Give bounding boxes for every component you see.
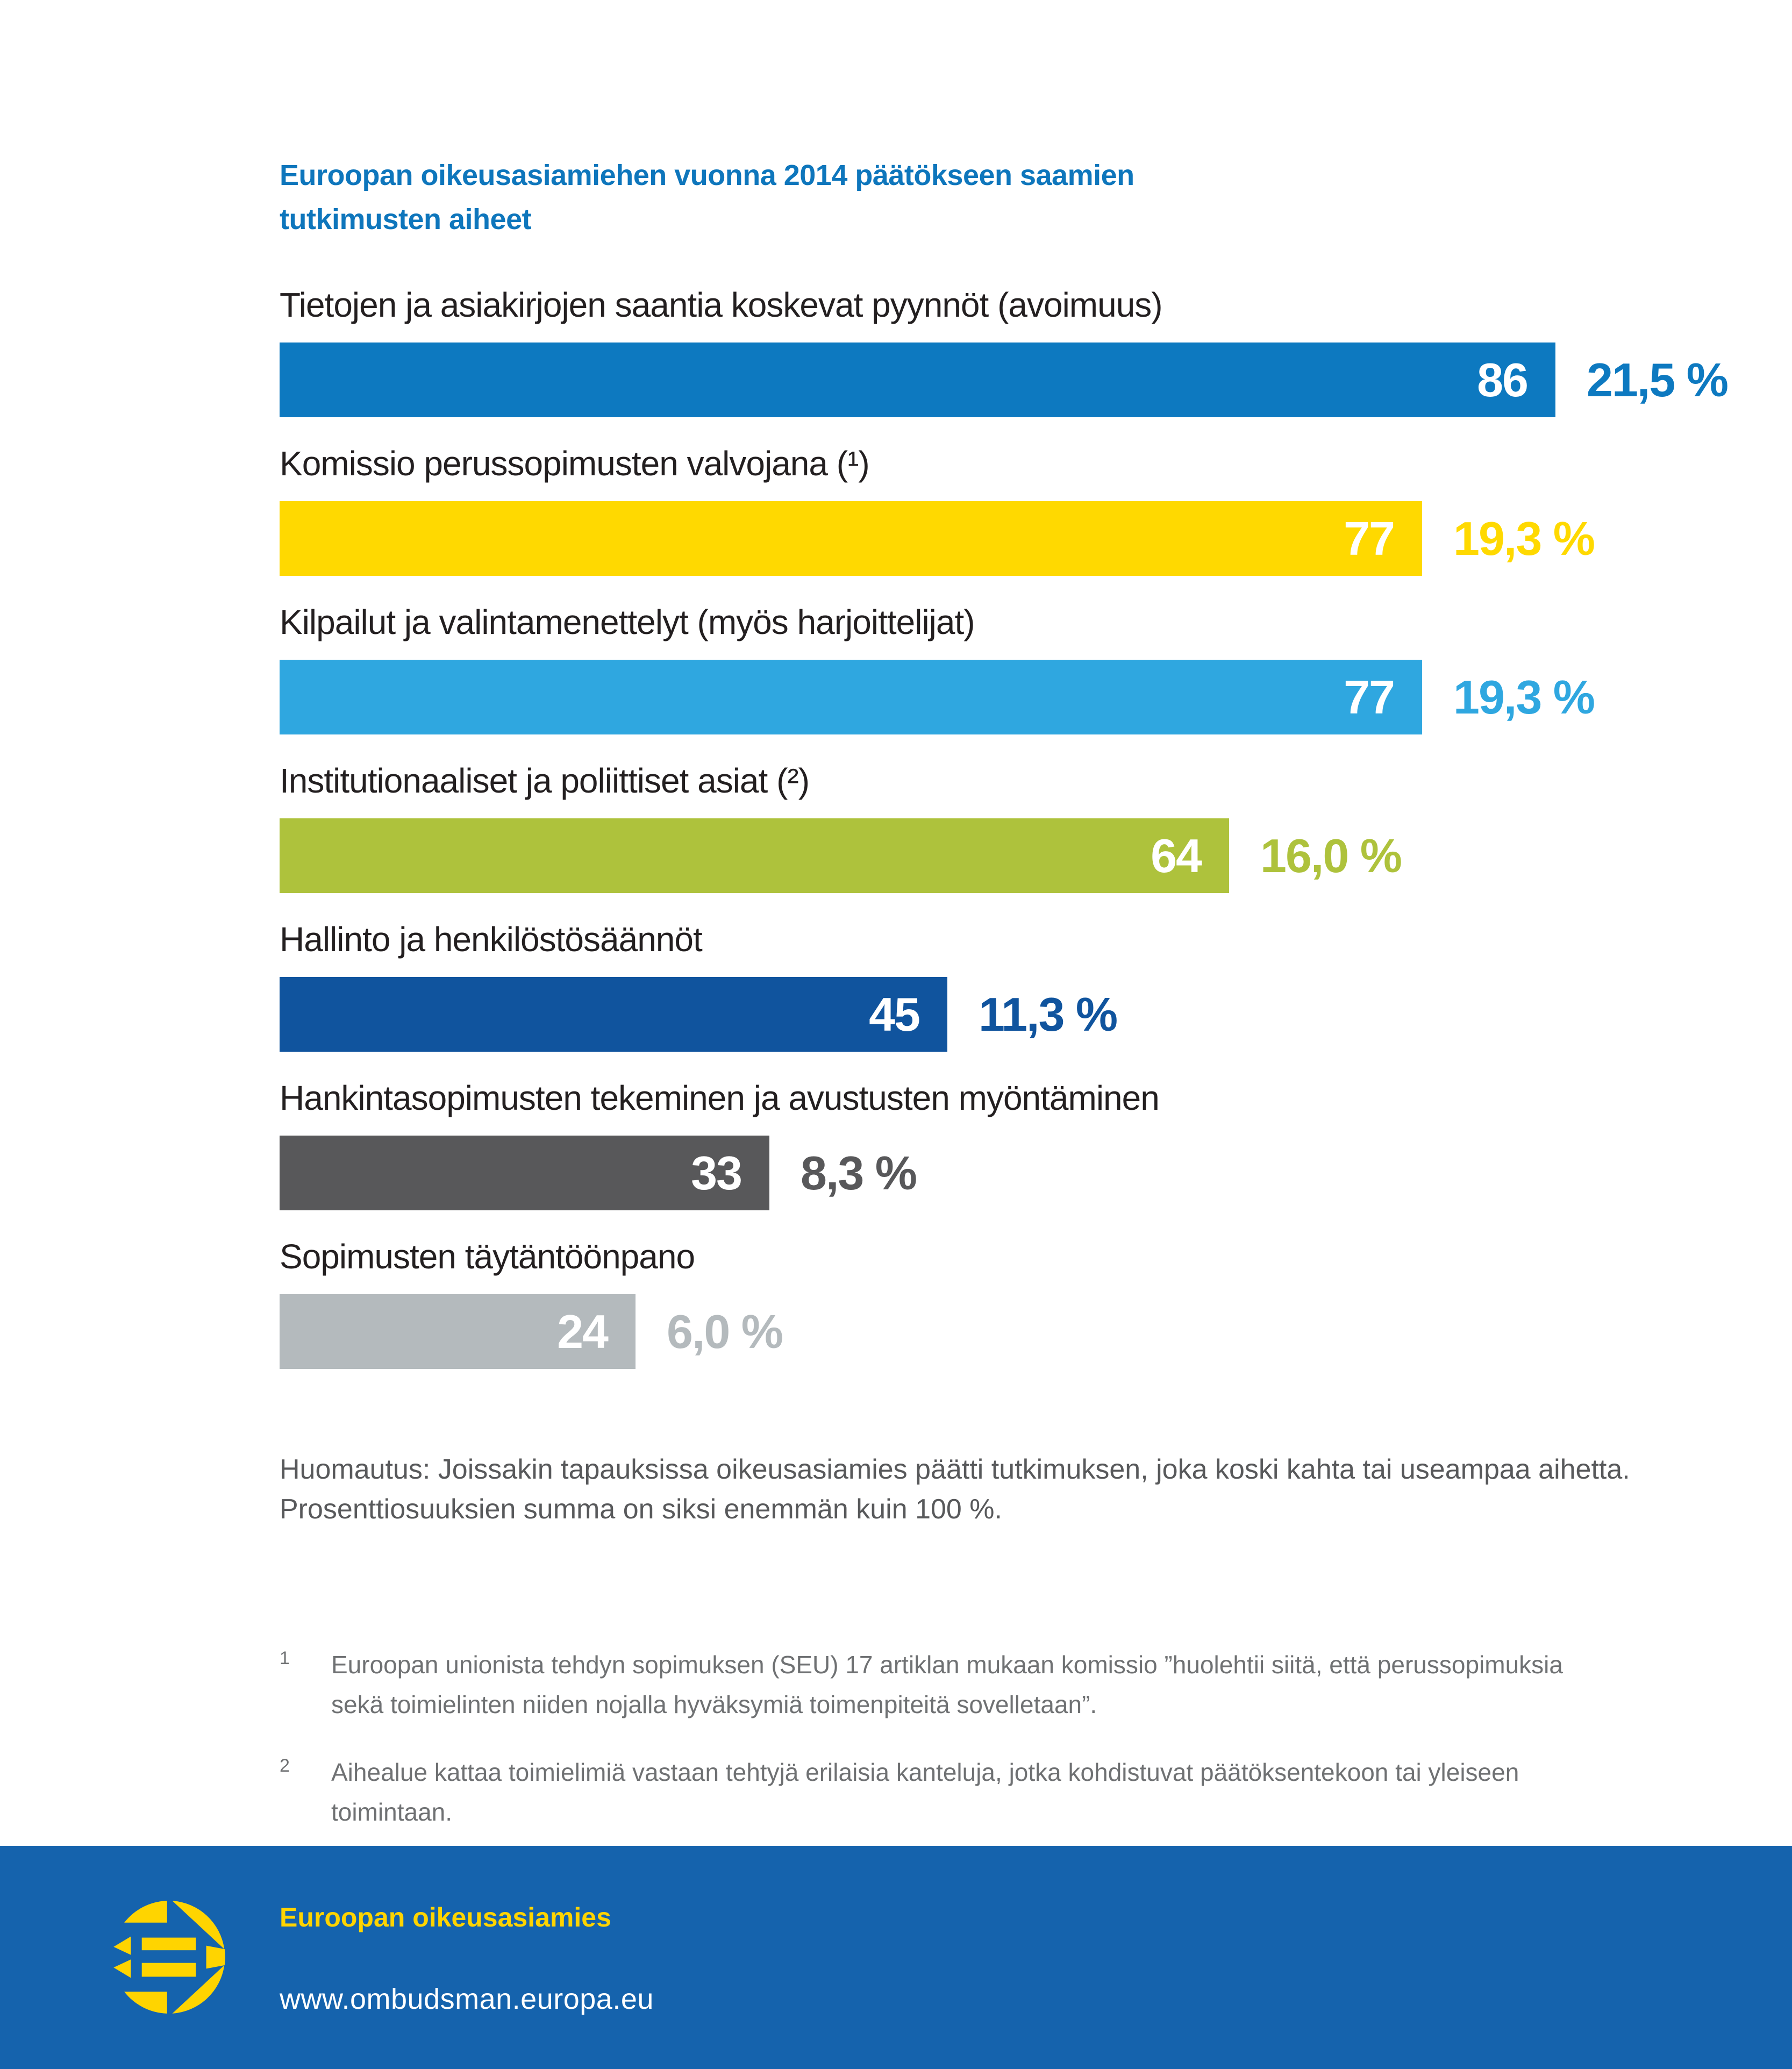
bar-percent: 11,3 % [979,987,1118,1041]
bar-value: 64 [1151,829,1202,882]
footnote: 2 Aihealue kattaa toimielimiä vastaan te… [280,1752,1731,1832]
bar-label: Hankintasopimusten tekeminen ja avustust… [280,1079,1160,1117]
footer-url: www.ombudsman.europa.eu [280,1983,654,2015]
footnote-marker: 2 [280,1756,290,1776]
bar-group: Institutionaaliset ja poliittiset asiat … [280,759,1731,893]
bar-value: 45 [869,987,920,1041]
bar-label: Institutionaaliset ja poliittiset asiat … [280,761,810,800]
bar-value: 77 [1344,670,1395,724]
bar-percent: 6,0 % [667,1304,783,1358]
footnote-text: Euroopan unionista tehdyn sopimuksen (SE… [331,1651,1563,1718]
bar-percent: 8,3 % [801,1146,917,1200]
bar-label: Sopimusten täytäntöönpano [280,1237,695,1276]
bar: 77 [280,501,1422,576]
bar-value: 24 [557,1304,609,1358]
bar-row: 64 16,0 % [280,818,1731,893]
bar-label: Komissio perussopimusten valvojana (¹) [280,444,870,483]
bar-percent: 21,5 % [1587,353,1729,406]
bar-row: 77 19,3 % [280,660,1731,734]
bar: 24 [280,1294,636,1369]
footnote-text: Aihealue kattaa toimielimiä vastaan teht… [331,1758,1519,1826]
bar: 86 [280,343,1555,417]
bar-group: Tietojen ja asiakirjojen saantia koskeva… [280,283,1731,417]
bar-group: Komissio perussopimusten valvojana (¹) 7… [280,442,1731,576]
footer-banner: Euroopan oikeusasiamies www.ombudsman.eu… [0,1846,1792,2069]
bar-group: Sopimusten täytäntöönpano 24 6,0 % [280,1235,1731,1369]
bar-value: 33 [691,1146,742,1200]
bar-percent: 19,3 % [1453,511,1595,565]
bar: 64 [280,818,1229,893]
footer-org-name: Euroopan oikeusasiamies [280,1902,611,1932]
european-ombudsman-logo-icon [111,1900,226,2015]
bar-percent: 16,0 % [1260,829,1402,882]
bar-row: 33 8,3 % [280,1136,1731,1210]
bar-group: Kilpailut ja valintamenettelyt (myös har… [280,601,1731,734]
bar-percent: 19,3 % [1453,670,1595,724]
footnotes: 1 Euroopan unionista tehdyn sopimuksen (… [280,1645,1731,1832]
bar: 45 [280,977,947,1052]
bar-group: Hallinto ja henkilöstösäännöt 45 11,3 % [280,918,1731,1052]
chart-note: Huomautus: Joissakin tapauksissa oikeusa… [280,1454,1630,1525]
bar-row: 77 19,3 % [280,501,1731,576]
footnote-marker: 1 [280,1648,290,1668]
bar-label: Tietojen ja asiakirjojen saantia koskeva… [280,286,1163,324]
bar-group: Hankintasopimusten tekeminen ja avustust… [280,1076,1731,1210]
bar: 77 [280,660,1422,734]
chart-area: Euroopan oikeusasiamiehen vuonna 2014 pä… [280,153,1731,1832]
bar-row: 86 21,5 % [280,343,1731,417]
chart-title: Euroopan oikeusasiamiehen vuonna 2014 pä… [280,159,1134,236]
bar-label: Hallinto ja henkilöstösäännöt [280,920,703,959]
bar-row: 24 6,0 % [280,1294,1731,1369]
bar: 33 [280,1136,769,1210]
bar-value: 77 [1344,511,1395,565]
bar-label: Kilpailut ja valintamenettelyt (myös har… [280,603,975,641]
bar-row: 45 11,3 % [280,977,1731,1052]
bar-value: 86 [1477,353,1529,406]
footnote: 1 Euroopan unionista tehdyn sopimuksen (… [280,1645,1731,1724]
